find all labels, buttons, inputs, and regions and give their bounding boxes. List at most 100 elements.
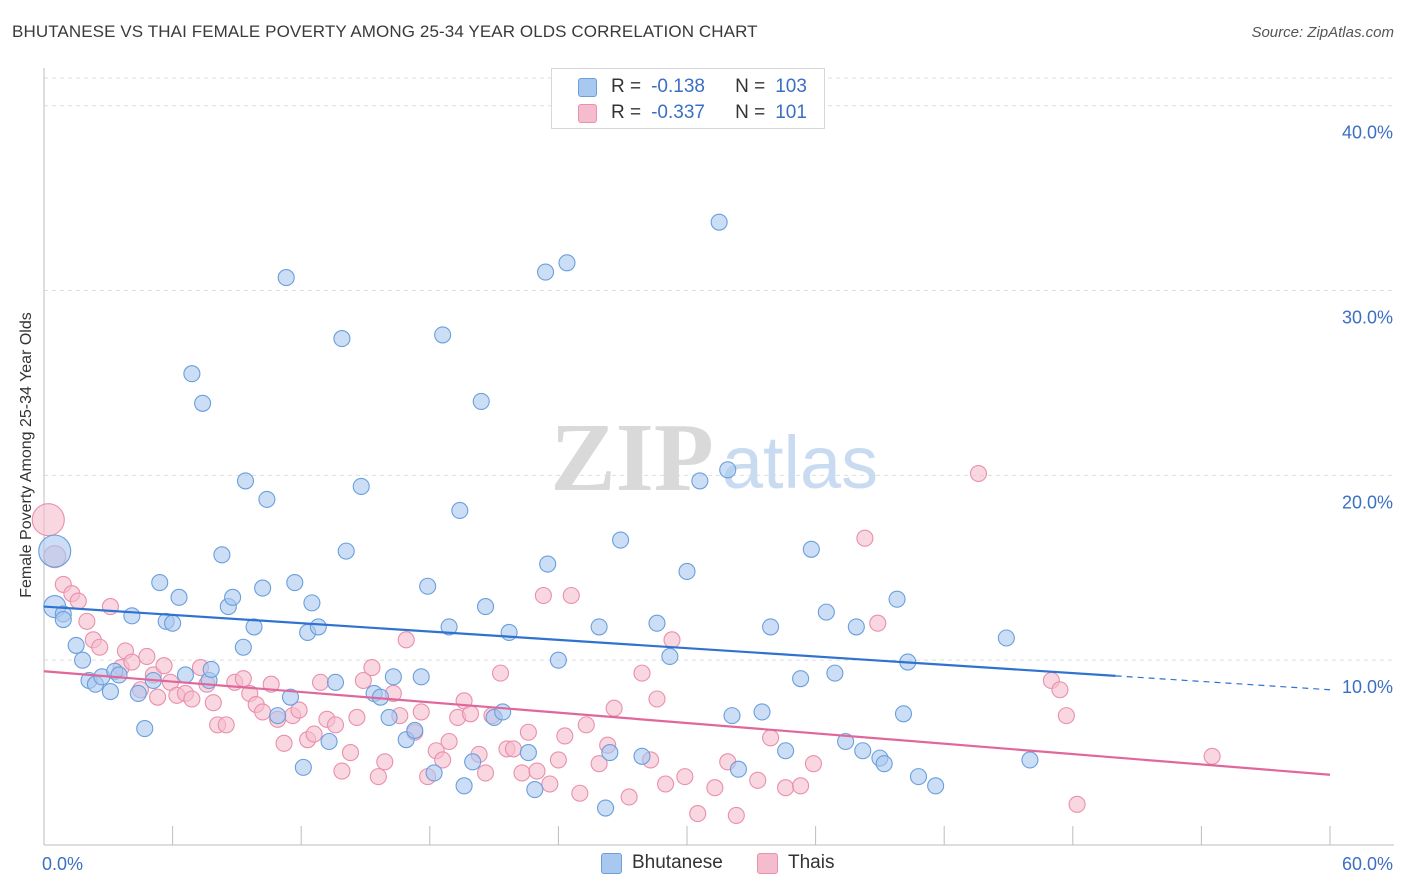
bhutanese-point [464, 753, 482, 771]
bhutanese-point [419, 577, 437, 595]
correlation-legend: R = -0.138 N = 103 R = -0.337 N = 101 [551, 68, 825, 129]
thais-point [869, 614, 887, 632]
bhutanese-point [519, 744, 537, 762]
thais-point [504, 740, 522, 758]
legend-r-label: R = [611, 102, 642, 123]
thais-point [856, 529, 874, 547]
bhutanese-point [817, 603, 835, 621]
watermark: ZIP atlas [550, 404, 878, 512]
thais-point [326, 716, 345, 734]
thais-point [204, 694, 222, 712]
bhutanese-point [894, 705, 913, 723]
bhutanese-trend-extension [1115, 675, 1331, 691]
legend-r-label: R = [611, 76, 642, 97]
axes [43, 68, 1394, 846]
bhutanese-point [472, 392, 490, 410]
bhutanese-point [101, 683, 119, 701]
bhutanese-point [476, 598, 495, 616]
series-legend-label: Bhutanese [632, 852, 723, 873]
bhutanese-point [536, 263, 555, 281]
bhutanese-point [110, 666, 128, 684]
bhutanese-point [440, 618, 458, 636]
thais-point [562, 586, 580, 605]
thais-point [689, 805, 707, 823]
thais-point [217, 716, 235, 734]
bhutanese-point [136, 720, 154, 738]
thais-point [1203, 747, 1221, 765]
legend-r-value: -0.337 [651, 102, 705, 123]
bhutanese-point [333, 330, 351, 348]
legend-swatch-pink [578, 103, 597, 123]
thais-point [123, 653, 141, 671]
series-swatch-blue [601, 852, 622, 874]
bhutanese-point [888, 590, 906, 608]
thais-point [348, 708, 366, 727]
bhutanese-point [303, 594, 321, 612]
bhutanese-point [597, 799, 615, 817]
bhutanese-point [425, 764, 443, 782]
bhutanese-point [648, 614, 666, 632]
thais-point [491, 664, 510, 682]
legend-r-value: -0.138 [651, 76, 705, 97]
bhutanese-point [194, 394, 212, 412]
thais-point [354, 671, 372, 690]
thais-point [476, 764, 495, 782]
bhutanese-point [286, 574, 304, 592]
bhutanese-point [434, 326, 452, 344]
thais-point [183, 690, 201, 708]
series-legend-thais[interactable]: Thais [757, 852, 834, 874]
bhutanese-point [601, 744, 619, 762]
thais-point [571, 784, 589, 802]
thais-point [155, 657, 173, 675]
bhutanese-point [451, 501, 469, 520]
series-legend: Bhutanese Thais [0, 852, 1406, 878]
thais-point [549, 751, 567, 769]
series-swatch-pink [757, 852, 778, 874]
thais-point [461, 705, 480, 723]
bhutanese-point [202, 660, 220, 678]
thais-point [657, 775, 675, 793]
series-legend-bhutanese[interactable]: Bhutanese [601, 852, 723, 874]
watermark-zip: ZIP [550, 404, 713, 512]
bhutanese-point [847, 618, 865, 636]
legend-n-label: N = [735, 102, 766, 123]
thais-point [777, 779, 795, 797]
bhutanese-point [183, 365, 201, 383]
bhutanese-point [691, 472, 709, 490]
thais-point [706, 779, 724, 797]
bhutanese-point [164, 614, 182, 632]
bhutanese-point [558, 254, 576, 272]
thais-point [648, 690, 666, 708]
thais-point [762, 729, 780, 747]
bhutanese-point [269, 707, 287, 725]
bhutanese-point [294, 758, 312, 776]
legend-swatch-blue [578, 77, 597, 97]
thais-point [633, 664, 651, 682]
thais-point [234, 670, 252, 688]
bhutanese-point [661, 647, 679, 666]
legend-row-thais: R = -0.337 N = 101 [578, 102, 807, 124]
bhutanese-point [213, 546, 231, 564]
y-tick-label: 20.0% [1342, 492, 1393, 512]
bhutanese-point [412, 668, 430, 686]
bhutanese-point [633, 747, 651, 765]
bhutanese-point [612, 531, 630, 549]
thais-point [1057, 707, 1075, 725]
bhutanese-point [258, 490, 276, 508]
bhutanese-point [67, 636, 85, 654]
bhutanese-point [170, 588, 188, 606]
chart-title: BHUTANESE VS THAI FEMALE POVERTY AMONG 2… [12, 22, 758, 41]
thais-point [590, 755, 608, 773]
series-bhutanese-points [38, 213, 1039, 817]
bhutanese-point [777, 742, 795, 760]
bhutanese-point [337, 542, 355, 560]
bhutanese-point [455, 777, 473, 795]
y-tick-label: 30.0% [1342, 308, 1393, 328]
thais-point [369, 768, 387, 786]
bhutanese-point [176, 666, 195, 684]
source-credit: Source: ZipAtlas.com [1251, 24, 1394, 41]
thais-point [78, 612, 96, 630]
bhutanese-point [710, 213, 728, 231]
bhutanese-point [909, 768, 928, 786]
